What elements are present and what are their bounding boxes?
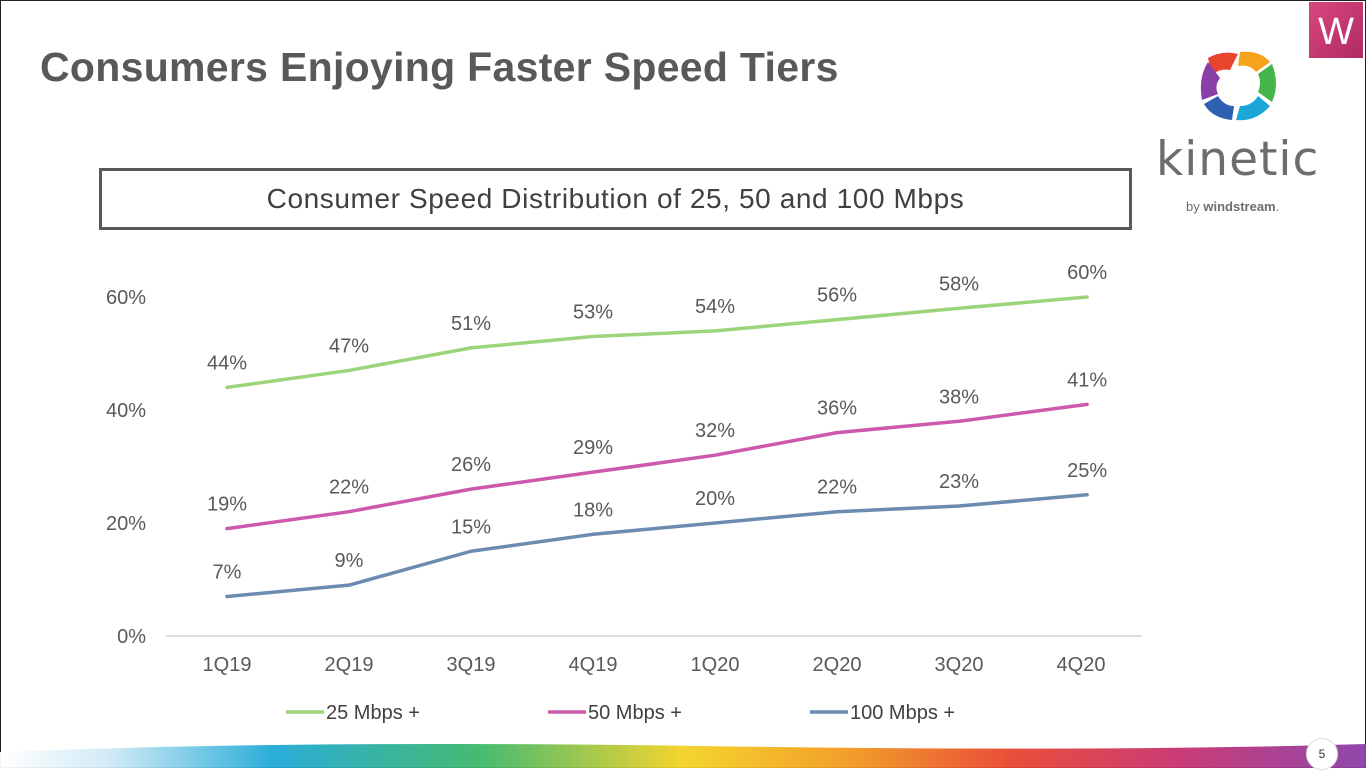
slide-title: Consumers Enjoying Faster Speed Tiers — [40, 44, 839, 90]
data-label: 22% — [329, 477, 369, 499]
kinetic-tagline: by windstream. — [1186, 199, 1279, 214]
data-label: 38% — [939, 386, 979, 408]
series-line — [225, 295, 1089, 390]
data-label: 53% — [573, 302, 613, 324]
tagline-prefix: by — [1186, 199, 1200, 214]
data-label: 58% — [939, 273, 979, 295]
x-tick-label: 2Q20 — [813, 654, 862, 676]
series-line — [225, 493, 1089, 599]
data-label: 60% — [1067, 262, 1107, 284]
data-label: 51% — [451, 313, 491, 335]
tagline-brand: windstream — [1203, 199, 1276, 214]
x-tick-label: 3Q20 — [935, 654, 984, 676]
data-label: 7% — [213, 561, 242, 583]
x-tick-label: 2Q19 — [325, 654, 374, 676]
x-tick-label: 4Q19 — [569, 654, 618, 676]
badge-letter: W — [1318, 11, 1354, 53]
legend-label: 50 Mbps + — [588, 702, 682, 724]
data-label: 29% — [573, 437, 613, 459]
y-tick-label: 20% — [106, 513, 146, 535]
y-tick-label: 60% — [106, 287, 146, 309]
kinetic-logo-icon — [1200, 51, 1276, 121]
x-tick-label: 4Q20 — [1057, 654, 1106, 676]
data-label: 9% — [335, 550, 364, 572]
data-label: 54% — [695, 296, 735, 318]
data-label: 25% — [1067, 460, 1107, 482]
rainbow-footer-stripe — [0, 744, 1366, 768]
data-label: 41% — [1067, 369, 1107, 391]
chart-title: Consumer Speed Distribution of 25, 50 an… — [99, 168, 1132, 230]
data-label: 47% — [329, 335, 369, 357]
x-tick-label: 3Q19 — [447, 654, 496, 676]
page-number: 5 — [1306, 738, 1338, 770]
y-tick-label: 40% — [106, 400, 146, 422]
data-label: 56% — [817, 285, 857, 307]
kinetic-wordmark: kinetic — [1156, 132, 1320, 187]
legend-label: 100 Mbps + — [850, 702, 955, 724]
data-label: 23% — [939, 471, 979, 493]
data-label: 36% — [817, 398, 857, 420]
y-tick-label: 0% — [117, 626, 146, 648]
data-label: 22% — [817, 477, 857, 499]
data-label: 15% — [451, 516, 491, 538]
windstream-w-badge: W — [1309, 2, 1363, 58]
data-label: 18% — [573, 499, 613, 521]
data-label: 19% — [207, 494, 247, 516]
tagline-suffix: . — [1275, 199, 1280, 214]
x-tick-label: 1Q20 — [691, 654, 740, 676]
x-tick-label: 1Q19 — [203, 654, 252, 676]
series-line — [225, 402, 1089, 531]
data-label: 32% — [695, 420, 735, 442]
legend-label: 25 Mbps + — [326, 702, 420, 724]
line-chart: 0% 20% 40% 60% 1Q19 2Q19 3Q19 4Q19 1Q20 2Q20 3Q20 4… — [106, 262, 1142, 724]
data-label: 20% — [695, 488, 735, 510]
data-label: 26% — [451, 454, 491, 476]
data-label: 44% — [207, 352, 247, 374]
